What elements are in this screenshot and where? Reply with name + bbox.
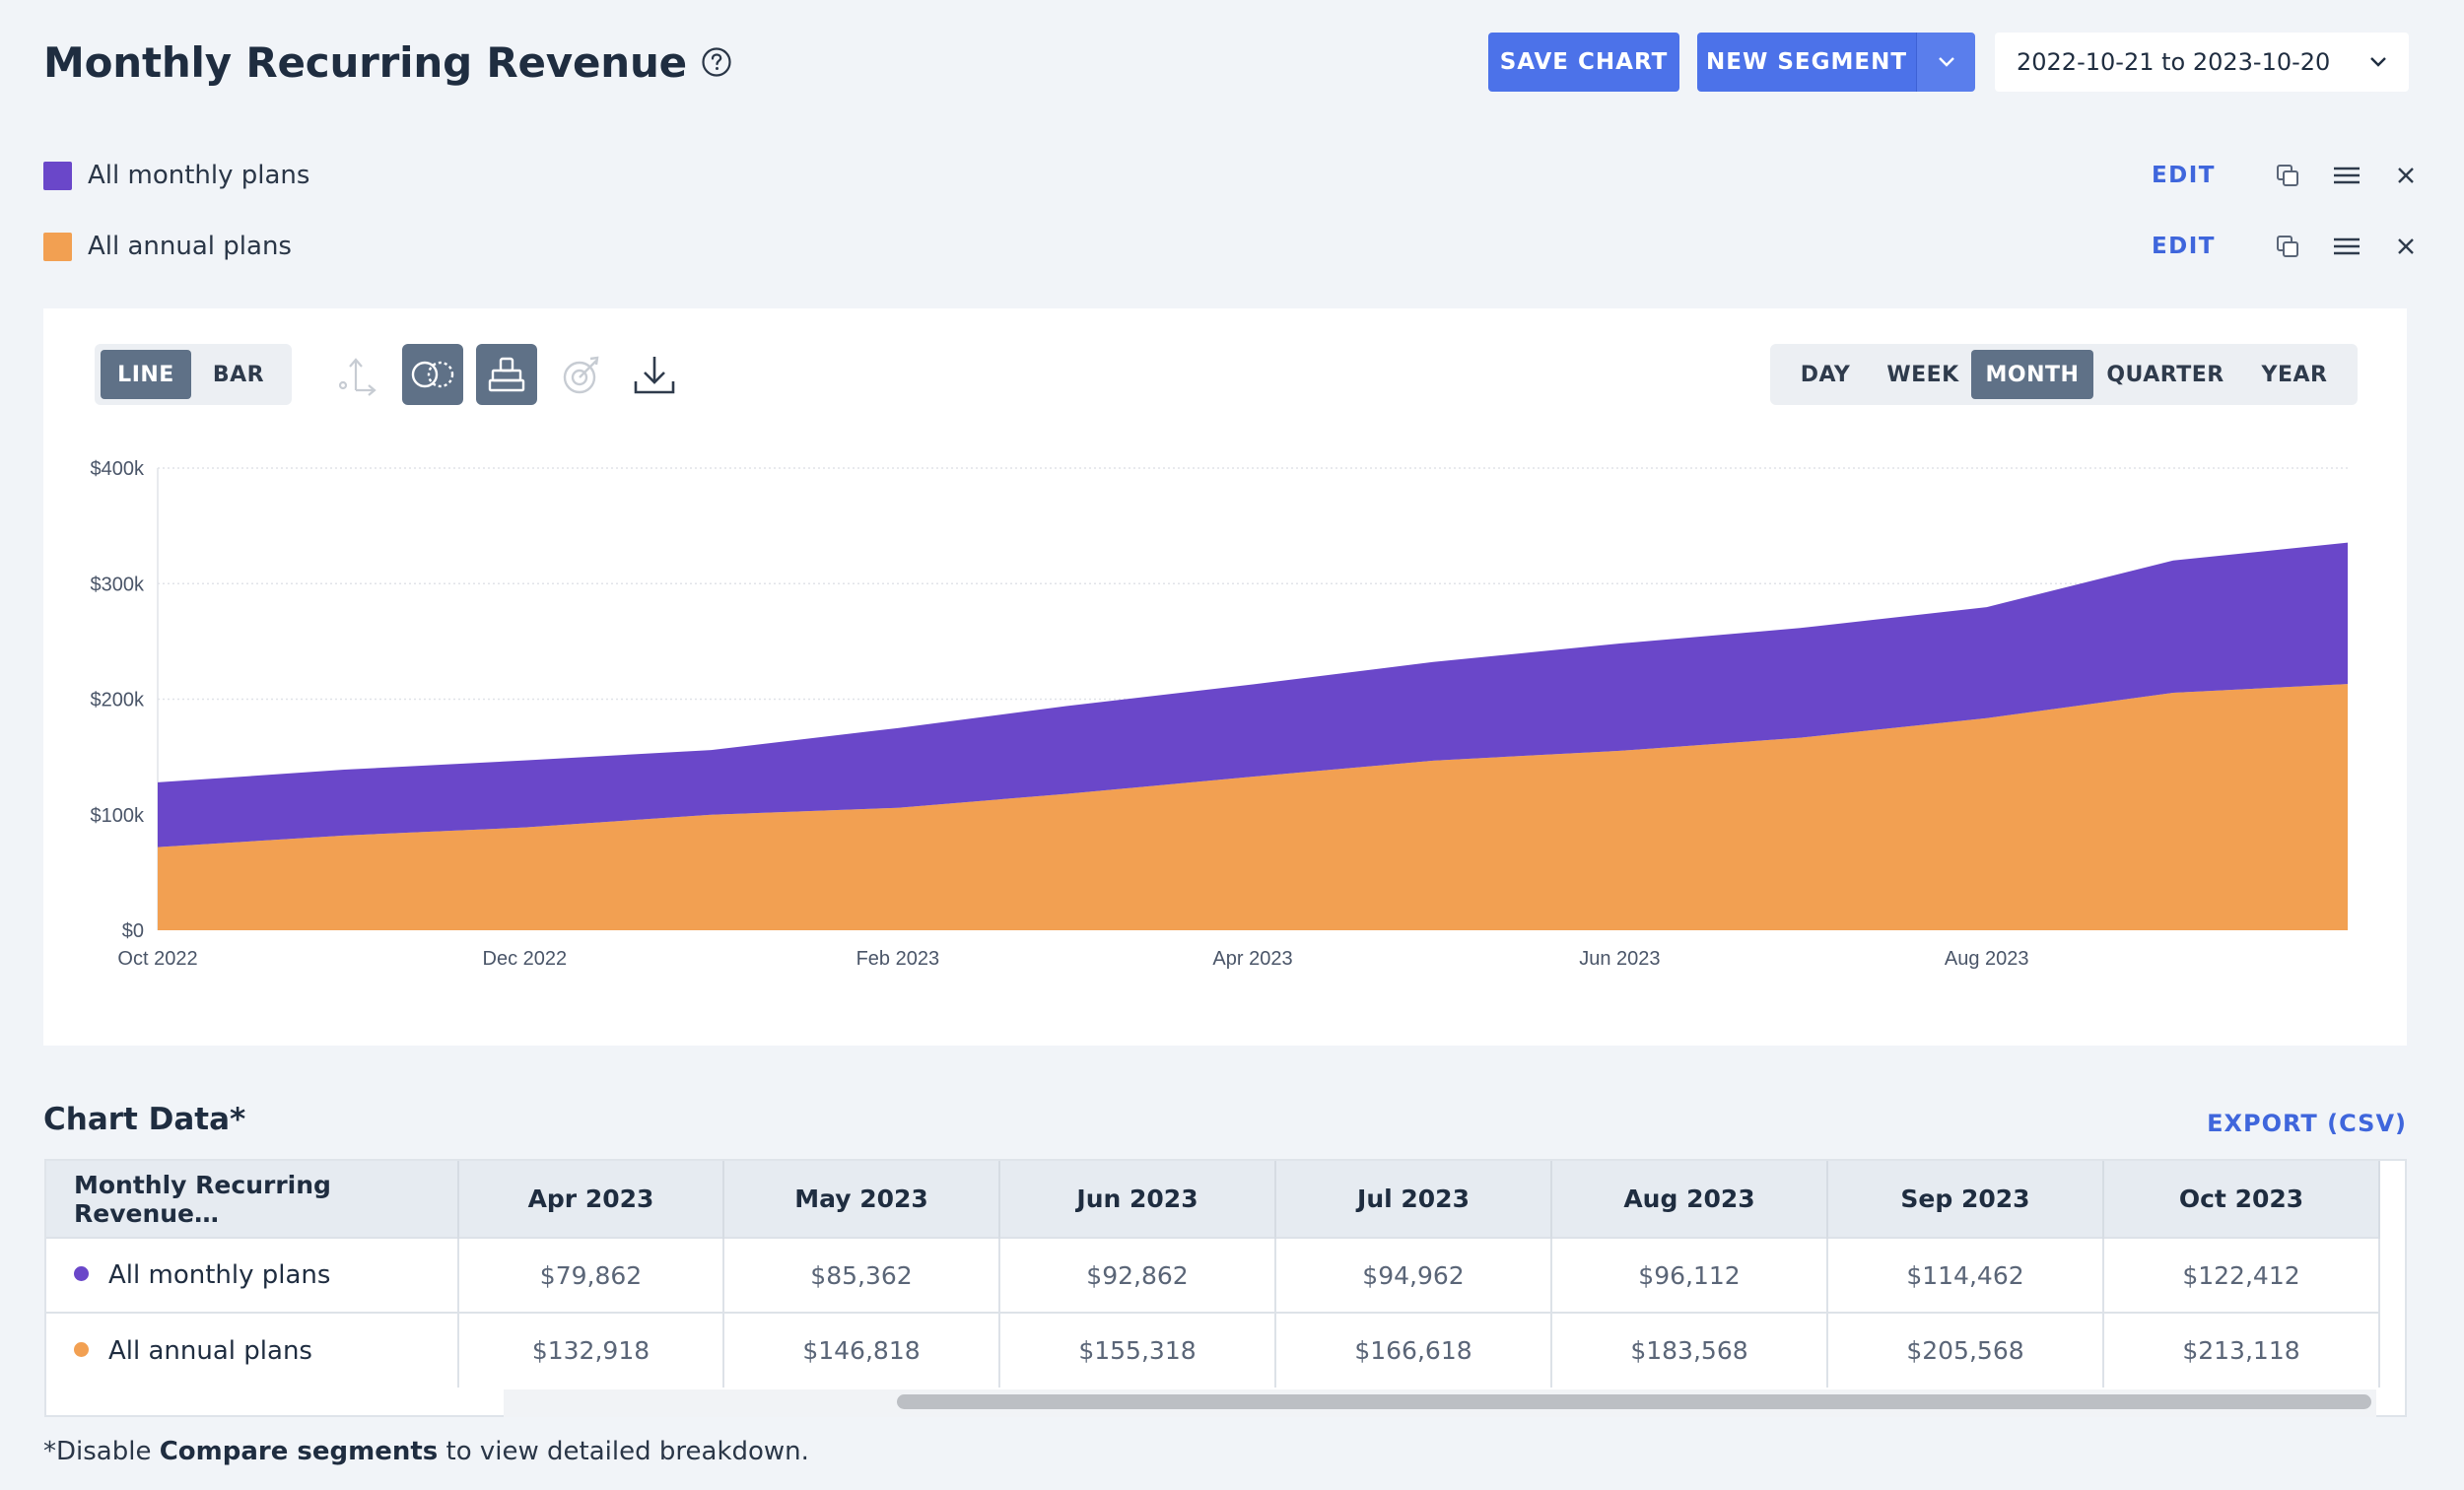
- segment-actions: EDIT: [2152, 232, 2421, 261]
- line-chart-toggle[interactable]: LINE: [101, 350, 191, 399]
- row-label-cell: All annual plans: [46, 1312, 459, 1388]
- table-cell: $146,818: [723, 1312, 1000, 1388]
- date-range-select[interactable]: 2022-10-21 to 2023-10-20: [1995, 33, 2409, 92]
- y-tick-label: $0: [122, 920, 144, 942]
- segment-row: All monthly plans EDIT: [43, 140, 2421, 211]
- series-area-all-monthly-plans: [158, 542, 2348, 847]
- mrr-area-chart: $0 $100k $200k $300k $400k Oct 2022 Dec 2022 Fe…: [91, 458, 2348, 970]
- stack-icon[interactable]: [476, 344, 537, 405]
- segment-list: All monthly plans EDIT All annual plans …: [43, 140, 2421, 282]
- menu-icon[interactable]: [2332, 161, 2361, 190]
- x-tick-label: Feb 2023: [856, 948, 940, 970]
- series-dot: [74, 1266, 89, 1281]
- table-header-cell: May 2023: [723, 1161, 1000, 1238]
- duplicate-icon[interactable]: [2273, 232, 2302, 261]
- interval-toggle: DAY WEEK MONTH QUARTER YEAR: [1770, 344, 2358, 405]
- table-cell: $205,568: [1827, 1312, 2104, 1388]
- table-header-cell: Sep 2023: [1827, 1161, 2104, 1238]
- table-cell: $122,412: [2103, 1237, 2380, 1313]
- chart-data-table: Monthly Recurring Revenue… Apr 2023 May …: [44, 1159, 2407, 1417]
- interval-week[interactable]: WEEK: [1886, 362, 1959, 387]
- duplicate-icon[interactable]: [2273, 161, 2302, 190]
- table-header-cell: Monthly Recurring Revenue…: [46, 1161, 459, 1238]
- row-label: All annual plans: [108, 1335, 312, 1366]
- table-row: All annual plans $132,918 $146,818 $155,…: [46, 1312, 2380, 1388]
- y-tick-label: $300k: [91, 574, 145, 595]
- menu-icon[interactable]: [2332, 232, 2361, 261]
- segment-label: All annual plans: [88, 232, 292, 261]
- segment-actions: EDIT: [2152, 161, 2421, 190]
- table-header-row: Monthly Recurring Revenue… Apr 2023 May …: [46, 1161, 2380, 1238]
- interval-day[interactable]: DAY: [1800, 362, 1851, 387]
- table-header-cell: Apr 2023: [458, 1161, 724, 1238]
- edit-segment-link[interactable]: EDIT: [2151, 163, 2216, 188]
- chart-type-toggle: LINE BAR: [95, 344, 292, 405]
- close-icon[interactable]: [2391, 161, 2421, 190]
- interval-quarter[interactable]: QUARTER: [2106, 362, 2224, 387]
- table-cell: $92,862: [999, 1237, 1276, 1313]
- table-cell: $213,118: [2103, 1312, 2380, 1388]
- new-segment-button[interactable]: NEW SEGMENT: [1697, 33, 1916, 92]
- table-row: All monthly plans $79,862 $85,362 $92,86…: [46, 1237, 2380, 1313]
- series-area-all-annual-plans: [158, 684, 2348, 930]
- axis-icon[interactable]: [325, 344, 386, 405]
- x-tick-label: Apr 2023: [1212, 948, 1292, 970]
- y-tick-label: $100k: [91, 805, 145, 827]
- table-cell: $155,318: [999, 1312, 1276, 1388]
- table-header-cell: Jul 2023: [1275, 1161, 1552, 1238]
- y-tick-label: $200k: [91, 690, 145, 711]
- row-label: All monthly plans: [108, 1260, 331, 1290]
- chart-card: LINE BAR DAY WEEK M: [43, 308, 2407, 1046]
- save-chart-button[interactable]: SAVE CHART: [1488, 33, 1679, 92]
- page-title: Monthly Recurring Revenue: [43, 37, 687, 87]
- interval-month[interactable]: MONTH: [1971, 350, 2093, 399]
- horizontal-scrollbar-thumb[interactable]: [897, 1394, 2371, 1409]
- question-circle-icon[interactable]: [701, 46, 732, 78]
- row-label-cell: All monthly plans: [46, 1237, 459, 1313]
- table-cell: $114,462: [1827, 1237, 2104, 1313]
- table-cell: $166,618: [1275, 1312, 1552, 1388]
- chevron-down-icon: [2370, 57, 2386, 67]
- footnote: *Disable Compare segments to view detail…: [43, 1437, 809, 1466]
- footnote-bold: Compare segments: [159, 1437, 439, 1466]
- compare-segments-icon[interactable]: [402, 344, 463, 405]
- download-icon[interactable]: [624, 344, 685, 405]
- segment-row: All annual plans EDIT: [43, 211, 2421, 282]
- footnote-suffix: to view detailed breakdown.: [438, 1437, 809, 1466]
- date-range-value: 2022-10-21 to 2023-10-20: [2017, 48, 2331, 76]
- chevron-down-icon: [1938, 57, 1954, 67]
- segment-color-swatch: [43, 232, 72, 261]
- table-header-cell: Oct 2023: [2103, 1161, 2380, 1238]
- table-cell: $85,362: [723, 1237, 1000, 1313]
- table-header-cell: Jun 2023: [999, 1161, 1276, 1238]
- table-cell: $94,962: [1275, 1237, 1552, 1313]
- footnote-prefix: *Disable: [43, 1437, 160, 1466]
- edit-segment-link[interactable]: EDIT: [2151, 234, 2216, 259]
- x-tick-label: Oct 2022: [117, 948, 197, 970]
- table-cell: $96,112: [1551, 1237, 1828, 1313]
- chart-data-title: Chart Data*: [43, 1102, 246, 1137]
- segment-label: All monthly plans: [88, 161, 310, 190]
- table-cell: $79,862: [458, 1237, 724, 1313]
- series-dot: [74, 1341, 89, 1357]
- export-csv-link[interactable]: EXPORT (CSV): [2207, 1110, 2407, 1137]
- table-cell: $183,568: [1551, 1312, 1828, 1388]
- bar-chart-toggle[interactable]: BAR: [212, 362, 265, 387]
- new-segment-group: NEW SEGMENT: [1697, 33, 1975, 92]
- goal-icon[interactable]: [552, 344, 613, 405]
- x-tick-label: Aug 2023: [1945, 948, 2029, 970]
- x-tick-label: Dec 2022: [483, 948, 568, 970]
- close-icon[interactable]: [2391, 232, 2421, 261]
- interval-year[interactable]: YEAR: [2261, 362, 2328, 387]
- header: Monthly Recurring Revenue SAVE CHART NEW…: [43, 32, 2409, 93]
- table-cell: $132,918: [458, 1312, 724, 1388]
- table-header-cell: Aug 2023: [1551, 1161, 1828, 1238]
- y-tick-label: $400k: [91, 458, 145, 480]
- segment-color-swatch: [43, 161, 72, 190]
- x-tick-label: Jun 2023: [1579, 948, 1660, 970]
- new-segment-dropdown-button[interactable]: [1916, 33, 1975, 92]
